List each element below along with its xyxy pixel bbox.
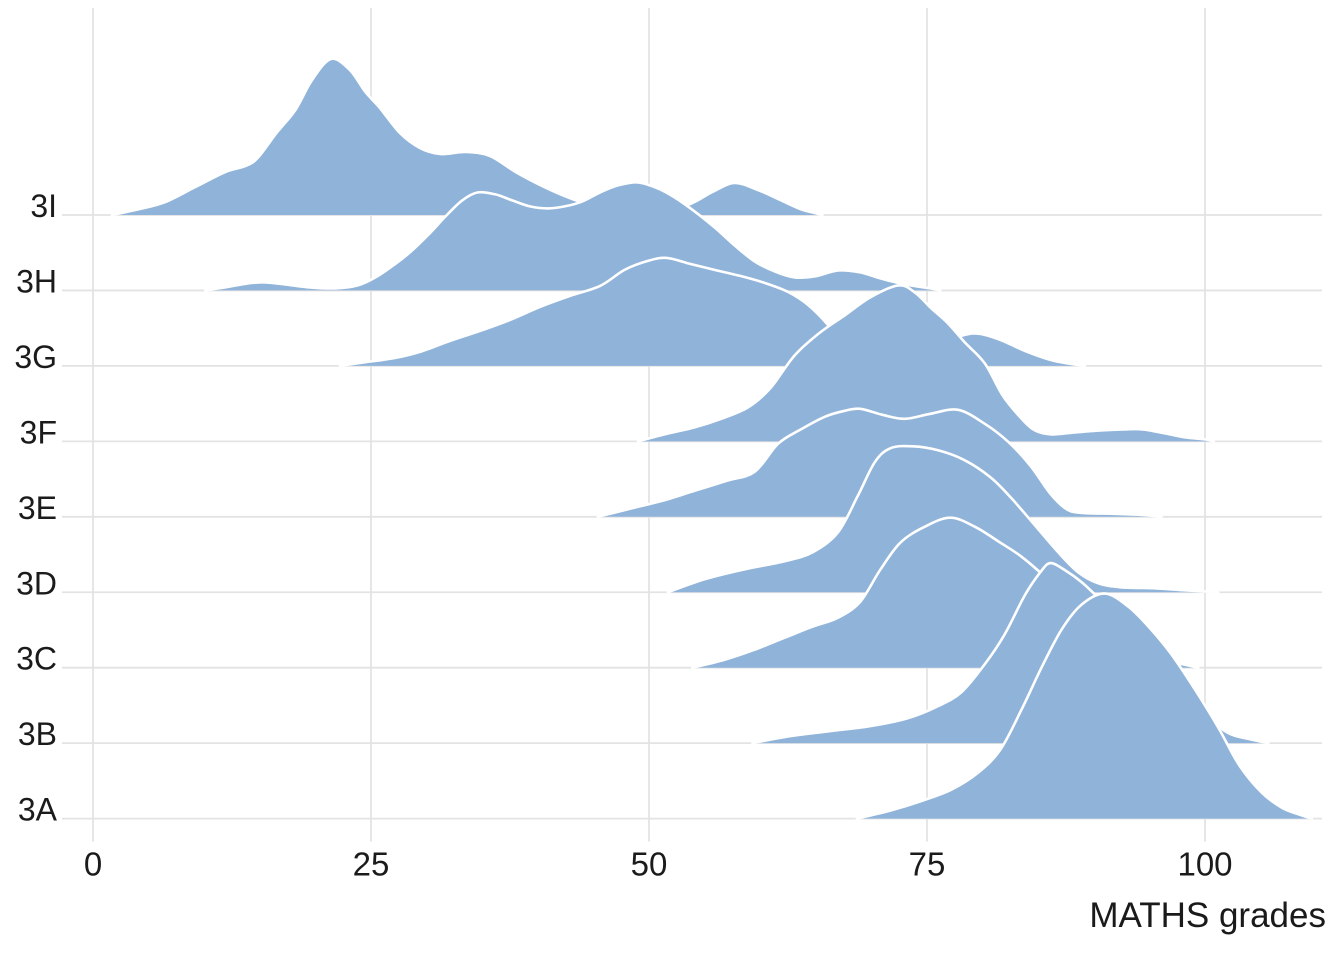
ridge-fill-3G [339, 257, 1085, 366]
ridge-fill-3A [856, 593, 1312, 819]
x-axis-tick-label-25: 25 [353, 846, 390, 883]
x-axis-title: MATHS grades [1089, 896, 1326, 935]
y-axis-label-3C: 3C [16, 641, 57, 677]
ridge-outline-3A [855, 592, 1314, 820]
x-axis-tick-label-75: 75 [909, 846, 946, 883]
y-axis-label-3D: 3D [16, 565, 57, 601]
y-axis-label-3F: 3F [20, 414, 57, 450]
ridge-fill-3F [637, 285, 1214, 442]
y-axis-label-3E: 3E [18, 490, 57, 526]
ridge-outline-3I [110, 57, 824, 217]
ridge-outline-3D [666, 444, 1220, 594]
y-axis-label-3A: 3A [18, 792, 58, 828]
ridge-outline-3F [636, 283, 1216, 443]
x-axis-tick-label-50: 50 [631, 846, 668, 883]
x-axis-tick-label-100: 100 [1177, 846, 1232, 883]
ridge-fill-3I [111, 58, 823, 215]
y-axis-label-3I: 3I [30, 188, 57, 224]
ridge-outline-3E [596, 407, 1163, 519]
y-axis-label-3H: 3H [16, 263, 57, 299]
y-axis-label-3G: 3G [14, 339, 57, 375]
x-axis-tick-label-0: 0 [84, 846, 102, 883]
ridge-outline-3H [204, 181, 942, 292]
y-axis-label-3B: 3B [18, 716, 57, 752]
ridge-outline-3G [338, 256, 1087, 368]
